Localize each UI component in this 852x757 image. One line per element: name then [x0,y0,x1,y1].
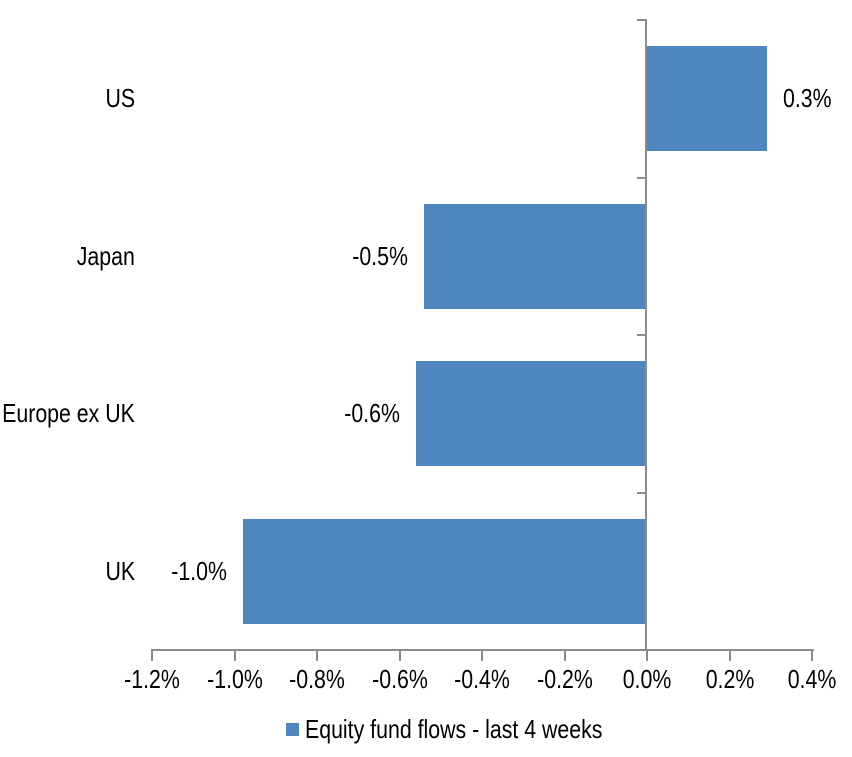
x-axis-tick-label: -0.6% [372,664,428,694]
x-axis-tick-label: -0.8% [289,664,345,694]
x-axis-tick-label: 0.0% [622,664,672,694]
category-label-uk: UK [105,556,135,586]
x-axis-tick [399,649,401,661]
bar-us [647,46,767,151]
bar-japan [424,204,647,309]
bar-europe-ex-uk [416,361,647,466]
y-axis-tick [637,177,646,179]
x-axis-tick [151,649,153,661]
y-axis-tick [637,19,646,21]
x-axis-tick [811,649,813,661]
x-axis-tick-label: 0.2% [705,664,755,694]
category-label-us: US [105,83,135,113]
x-axis-tick-label: -1.0% [207,664,263,694]
y-axis-tick [637,334,646,336]
data-label-uk: -1.0% [171,556,227,586]
bar-uk [243,519,647,624]
legend-label: Equity fund flows - last 4 weeks [305,714,603,744]
category-label-japan: Japan [76,241,135,271]
data-label-europe-ex-uk: -0.6% [344,398,400,428]
x-axis-line [152,649,814,651]
x-axis-tick [729,649,731,661]
legend: Equity fund flows - last 4 weeks [286,714,668,744]
x-axis-tick [316,649,318,661]
x-axis-tick-label: 0.4% [787,664,837,694]
x-axis-tick [646,649,648,661]
y-axis-tick [637,492,646,494]
data-label-us: 0.3% [783,83,832,113]
x-axis-tick-label: -1.2% [124,664,180,694]
legend-marker-icon [286,723,299,736]
category-label-europe-ex-uk: Europe ex UK [2,398,135,428]
x-axis-tick-label: -0.2% [537,664,593,694]
x-axis-tick [234,649,236,661]
x-axis-tick-label: -0.4% [454,664,510,694]
y-axis-line [645,19,647,651]
x-axis-tick [481,649,483,661]
data-label-japan: -0.5% [352,241,408,271]
x-axis-tick [564,649,566,661]
